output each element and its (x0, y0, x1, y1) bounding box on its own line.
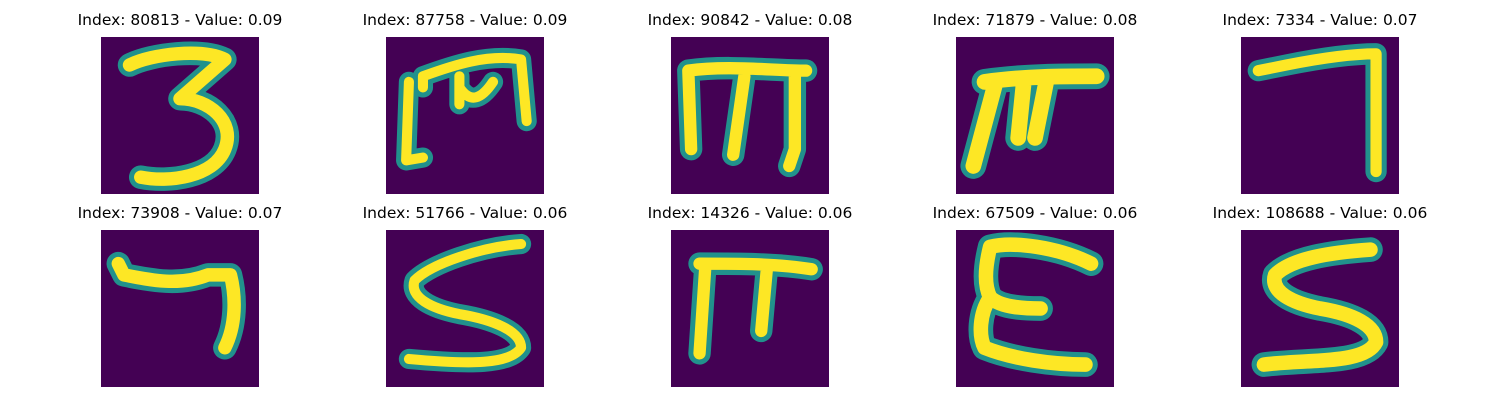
s-icon (1251, 237, 1389, 377)
three-icon (117, 41, 239, 191)
panel-3: Index: 90842 - Value: 0.08 (640, 10, 860, 200)
panel-title: Index: 90842 - Value: 0.08 (647, 11, 853, 29)
panel-1: Index: 80813 - Value: 0.09 (70, 10, 290, 200)
panel-title: Index: 51766 - Value: 0.06 (362, 204, 568, 222)
panel-10: Index: 108688 - Value: 0.06 (1210, 203, 1430, 393)
panel-9: Index: 67509 - Value: 0.06 (925, 203, 1145, 393)
digit-image (101, 37, 259, 194)
panel-6: Index: 73908 - Value: 0.07 (70, 203, 290, 393)
panel-7: Index: 51766 - Value: 0.06 (355, 203, 575, 393)
panel-2: Index: 87758 - Value: 0.09 (355, 10, 575, 200)
panel-title: Index: 73908 - Value: 0.07 (77, 204, 283, 222)
m-icon (677, 56, 818, 178)
digit-image (671, 37, 829, 194)
seven-hook-icon (106, 251, 246, 360)
pi-narrow-icon (688, 252, 823, 365)
panel-5: Index: 7334 - Value: 0.07 (1210, 10, 1430, 200)
panel-title: Index: 67509 - Value: 0.06 (932, 204, 1138, 222)
panel-8: Index: 14326 - Value: 0.06 (640, 203, 860, 393)
digit-image (1241, 230, 1399, 387)
pi-icon (960, 63, 1110, 179)
digit-image (101, 230, 259, 387)
panel-title: Index: 108688 - Value: 0.06 (1212, 204, 1428, 222)
digit-image (386, 230, 544, 387)
digit-image (956, 37, 1114, 194)
digit-image (386, 37, 544, 194)
panel-title: Index: 14326 - Value: 0.06 (647, 204, 853, 222)
digit-image (956, 230, 1114, 387)
panel-title: Index: 87758 - Value: 0.09 (362, 11, 568, 29)
digit-image (1241, 37, 1399, 194)
panel-title: Index: 71879 - Value: 0.08 (932, 11, 1138, 29)
e-icon (968, 232, 1104, 377)
panel-4: Index: 71879 - Value: 0.08 (925, 10, 1145, 200)
five-s-icon (398, 233, 532, 373)
panel-title: Index: 80813 - Value: 0.09 (77, 11, 283, 29)
m-bracket-icon (396, 47, 537, 171)
seven-icon (1247, 43, 1387, 183)
panel-title: Index: 7334 - Value: 0.07 (1222, 11, 1418, 29)
digit-image (671, 230, 829, 387)
